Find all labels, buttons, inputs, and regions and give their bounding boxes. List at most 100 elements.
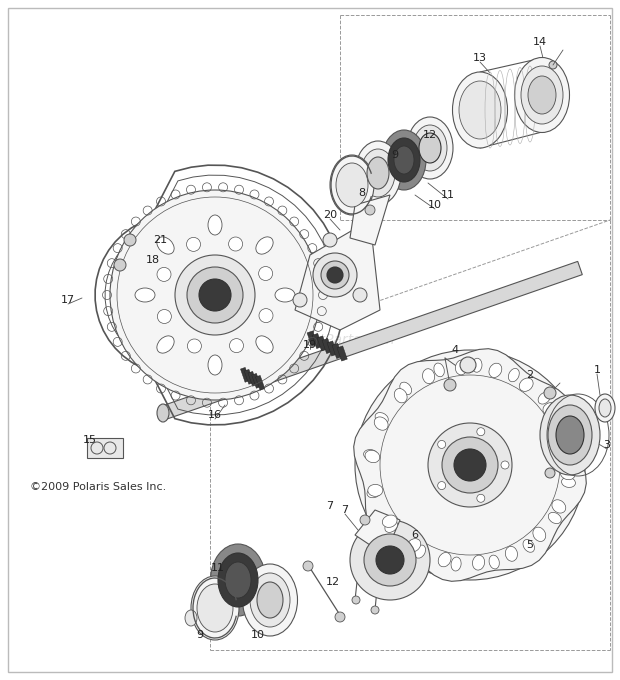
Text: ©2009 Polaris Sales Inc.: ©2009 Polaris Sales Inc. bbox=[30, 482, 166, 492]
Text: 11: 11 bbox=[441, 190, 455, 200]
Ellipse shape bbox=[413, 125, 447, 171]
Ellipse shape bbox=[528, 76, 556, 114]
Ellipse shape bbox=[256, 237, 273, 254]
Ellipse shape bbox=[382, 130, 426, 190]
Ellipse shape bbox=[556, 416, 584, 454]
Ellipse shape bbox=[552, 500, 565, 513]
Polygon shape bbox=[350, 195, 390, 245]
Circle shape bbox=[477, 494, 485, 503]
Ellipse shape bbox=[520, 378, 533, 392]
Circle shape bbox=[376, 546, 404, 574]
Circle shape bbox=[157, 309, 171, 324]
Circle shape bbox=[350, 520, 430, 600]
Ellipse shape bbox=[414, 545, 425, 558]
Text: 4: 4 bbox=[451, 345, 459, 355]
Ellipse shape bbox=[375, 413, 388, 424]
Circle shape bbox=[438, 481, 446, 490]
Ellipse shape bbox=[336, 163, 368, 207]
Circle shape bbox=[501, 461, 509, 469]
Ellipse shape bbox=[355, 141, 401, 205]
Circle shape bbox=[428, 423, 512, 507]
Circle shape bbox=[365, 205, 375, 215]
Ellipse shape bbox=[242, 564, 298, 636]
Polygon shape bbox=[307, 331, 317, 346]
Polygon shape bbox=[161, 261, 582, 420]
Ellipse shape bbox=[557, 426, 571, 436]
Ellipse shape bbox=[208, 215, 222, 235]
Ellipse shape bbox=[225, 562, 251, 598]
Polygon shape bbox=[332, 343, 342, 358]
Circle shape bbox=[157, 267, 171, 282]
Text: 20: 20 bbox=[323, 210, 337, 220]
Text: 1: 1 bbox=[593, 365, 601, 375]
Circle shape bbox=[360, 515, 370, 525]
Circle shape bbox=[442, 437, 498, 493]
Polygon shape bbox=[255, 375, 265, 390]
Circle shape bbox=[114, 259, 126, 271]
Ellipse shape bbox=[423, 369, 435, 384]
Ellipse shape bbox=[540, 395, 600, 475]
Polygon shape bbox=[337, 346, 347, 361]
Polygon shape bbox=[322, 339, 332, 354]
Ellipse shape bbox=[434, 363, 445, 377]
Polygon shape bbox=[317, 336, 327, 351]
Text: 5: 5 bbox=[526, 540, 533, 550]
Ellipse shape bbox=[560, 467, 575, 479]
Ellipse shape bbox=[330, 155, 374, 215]
Text: 10: 10 bbox=[251, 630, 265, 640]
Circle shape bbox=[454, 449, 486, 481]
Text: 13: 13 bbox=[473, 53, 487, 63]
Text: 11: 11 bbox=[211, 563, 225, 573]
Ellipse shape bbox=[407, 539, 421, 552]
Circle shape bbox=[321, 261, 349, 289]
Circle shape bbox=[110, 190, 320, 400]
Ellipse shape bbox=[383, 515, 397, 528]
Circle shape bbox=[323, 233, 337, 247]
Text: 12: 12 bbox=[326, 577, 340, 587]
Ellipse shape bbox=[394, 146, 414, 174]
Text: 17: 17 bbox=[61, 295, 75, 305]
Polygon shape bbox=[244, 369, 254, 384]
Circle shape bbox=[335, 612, 345, 622]
Text: 15: 15 bbox=[83, 435, 97, 445]
Ellipse shape bbox=[367, 157, 389, 189]
Ellipse shape bbox=[599, 399, 611, 417]
Ellipse shape bbox=[374, 417, 388, 430]
Text: 9: 9 bbox=[391, 150, 399, 160]
Ellipse shape bbox=[157, 404, 169, 422]
Ellipse shape bbox=[459, 81, 501, 139]
Polygon shape bbox=[312, 333, 322, 349]
Circle shape bbox=[124, 234, 136, 246]
Ellipse shape bbox=[456, 360, 467, 375]
Ellipse shape bbox=[197, 584, 233, 632]
Ellipse shape bbox=[505, 546, 518, 561]
Polygon shape bbox=[87, 438, 123, 458]
Ellipse shape bbox=[515, 58, 570, 133]
Ellipse shape bbox=[400, 382, 412, 394]
Circle shape bbox=[303, 561, 313, 571]
Text: 2: 2 bbox=[526, 370, 534, 380]
Circle shape bbox=[549, 61, 557, 69]
Polygon shape bbox=[248, 371, 257, 386]
Ellipse shape bbox=[419, 133, 441, 163]
Ellipse shape bbox=[257, 582, 283, 618]
Ellipse shape bbox=[472, 358, 482, 372]
Ellipse shape bbox=[211, 544, 265, 616]
Text: eReplacementParts.com: eReplacementParts.com bbox=[225, 333, 395, 347]
Circle shape bbox=[199, 279, 231, 311]
Ellipse shape bbox=[489, 363, 502, 377]
Ellipse shape bbox=[489, 555, 499, 569]
Ellipse shape bbox=[185, 610, 197, 626]
Ellipse shape bbox=[135, 288, 155, 302]
Text: 12: 12 bbox=[423, 130, 437, 140]
Circle shape bbox=[313, 253, 357, 297]
Ellipse shape bbox=[394, 388, 407, 403]
Text: 7: 7 bbox=[342, 505, 348, 515]
Ellipse shape bbox=[218, 553, 258, 607]
Text: 18: 18 bbox=[146, 255, 160, 265]
Circle shape bbox=[355, 350, 585, 580]
Text: 6: 6 bbox=[412, 530, 418, 540]
Ellipse shape bbox=[472, 555, 485, 570]
Text: 7: 7 bbox=[327, 501, 334, 511]
Circle shape bbox=[545, 468, 555, 478]
